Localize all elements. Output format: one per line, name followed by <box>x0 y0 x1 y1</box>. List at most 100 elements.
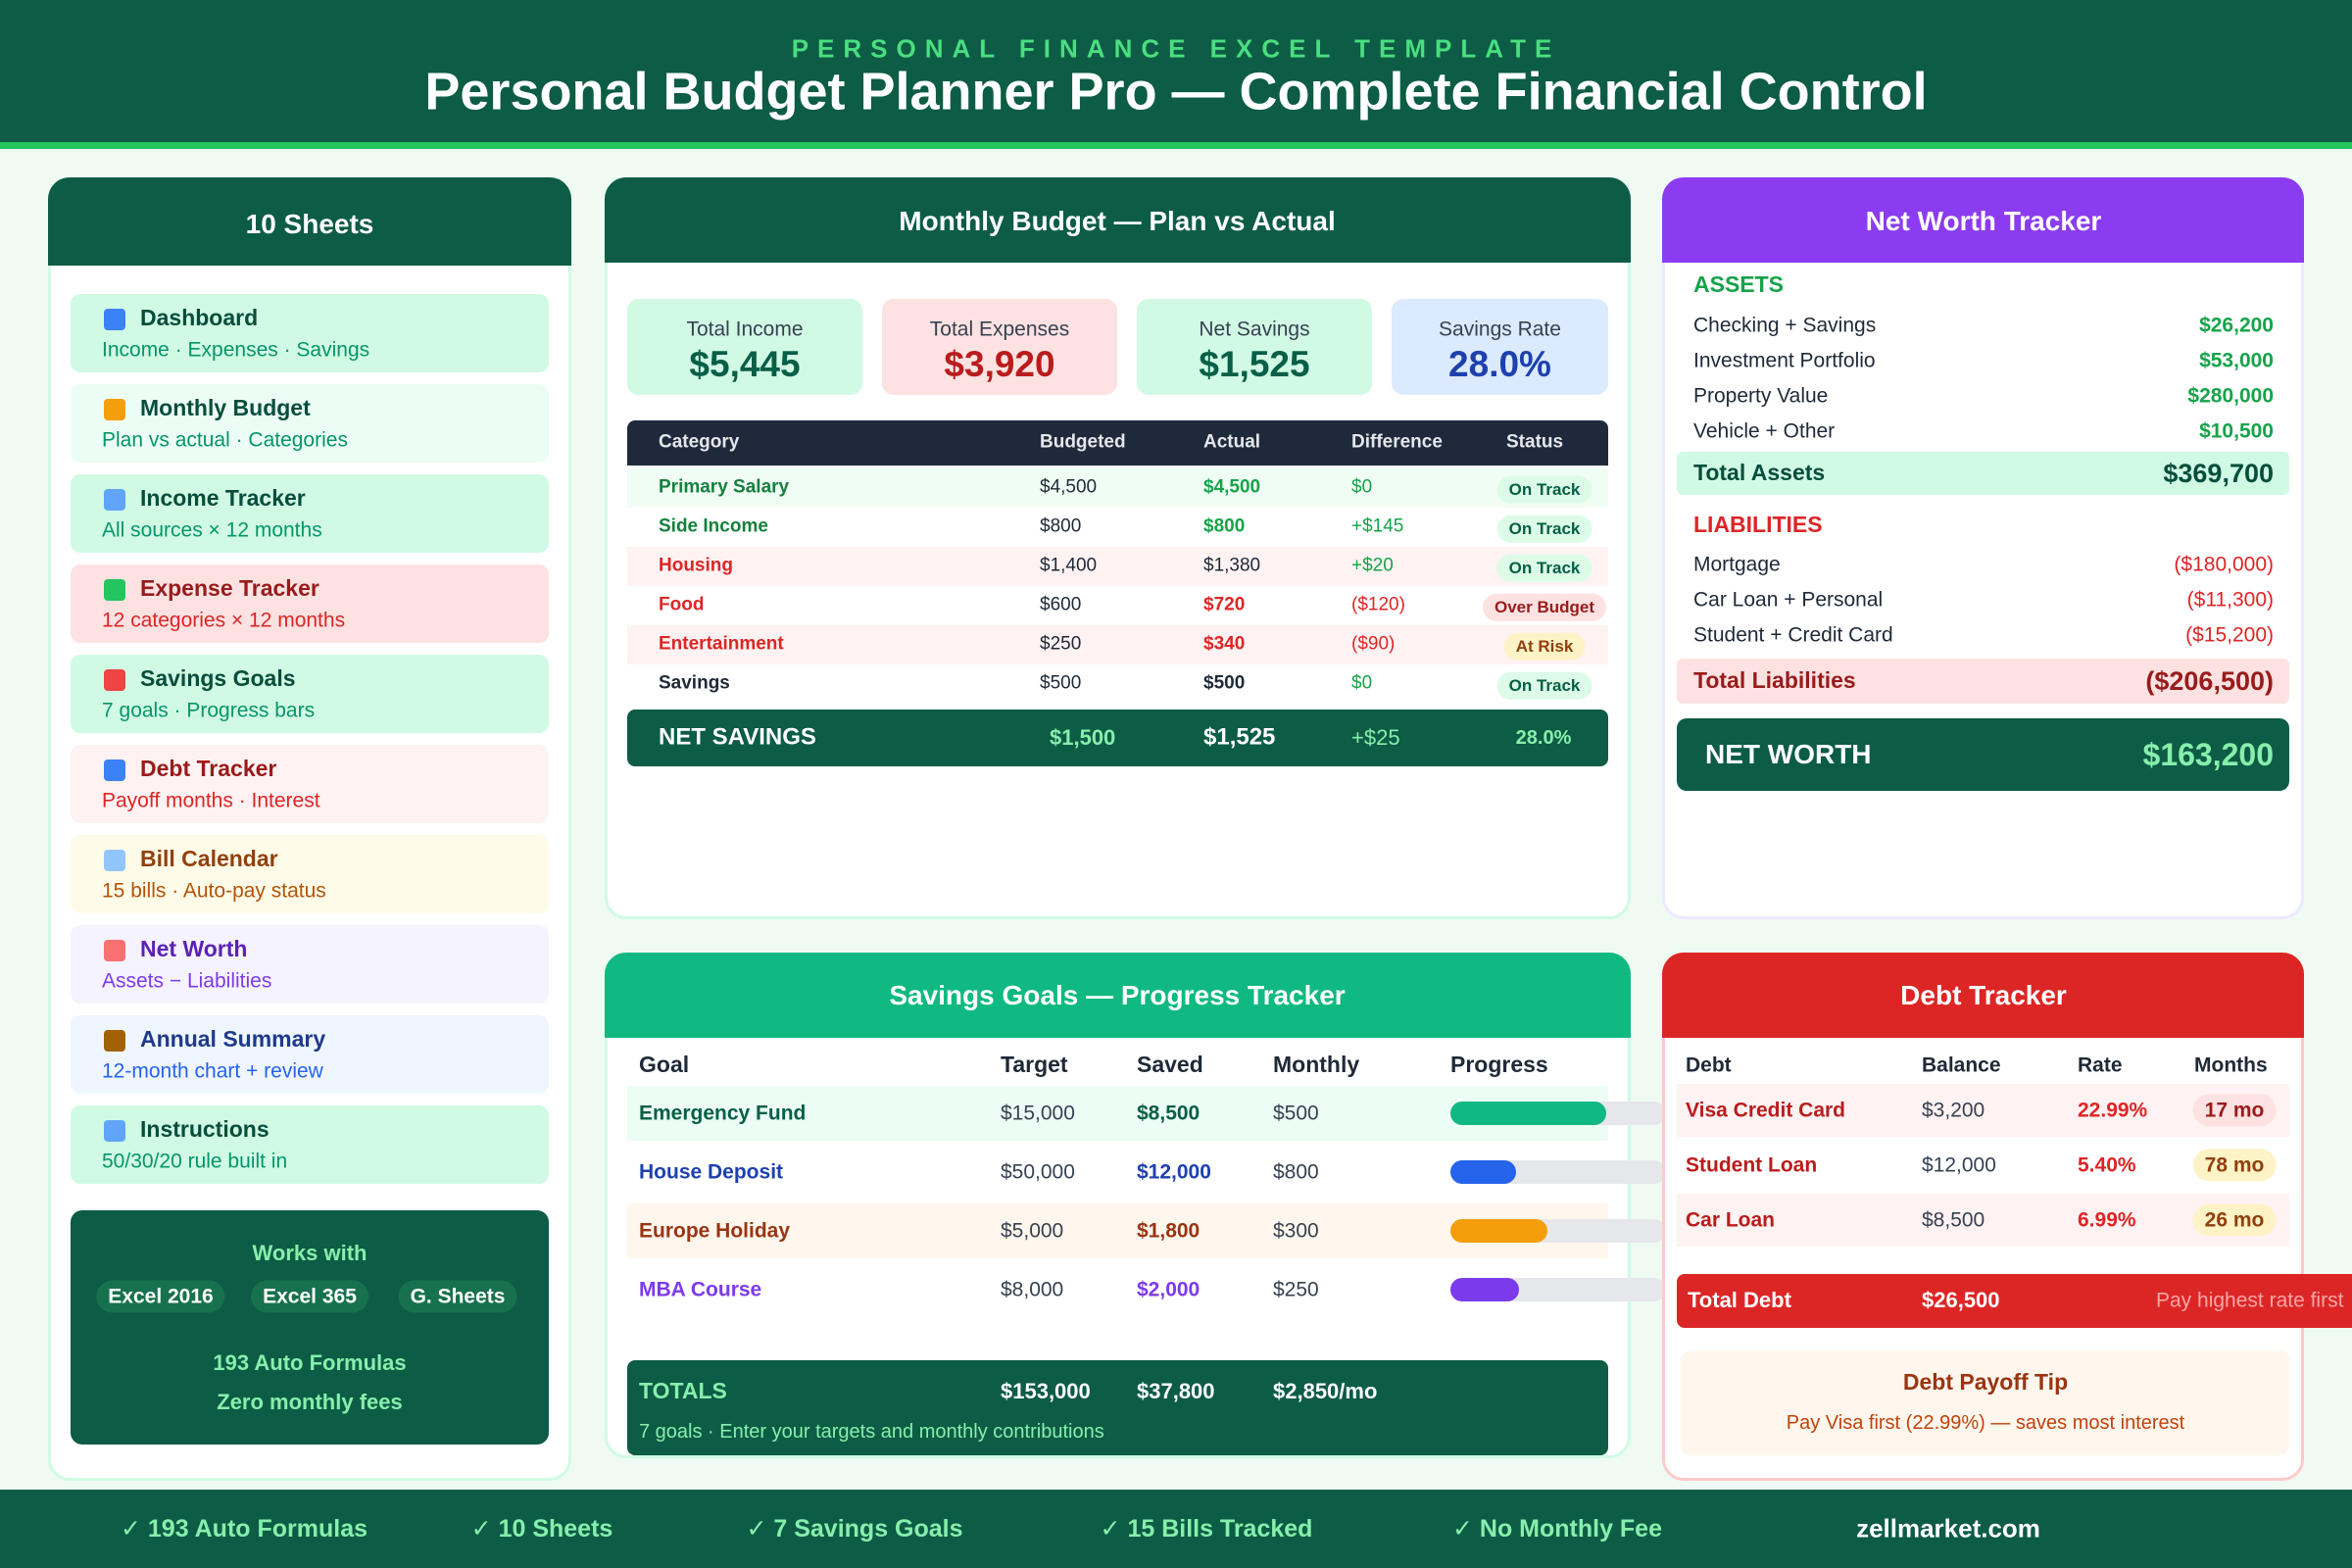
column-header: Rate <box>2078 1054 2123 1077</box>
goal-monthly: $800 <box>1273 1160 1319 1184</box>
budgeted: $4,500 <box>1040 476 1098 498</box>
sheet-item <box>71 564 549 643</box>
goal-row <box>627 1086 1608 1141</box>
kpi-label: Total Expenses <box>929 318 1070 341</box>
goal-name: MBA Course <box>639 1278 762 1301</box>
sheet-item <box>71 1105 549 1184</box>
savings-header <box>605 953 1631 1038</box>
panel-title: Net Worth Tracker <box>1865 206 2102 237</box>
goal-saved: $8,500 <box>1137 1102 1200 1125</box>
sheet-desc: Assets − Liabilities <box>102 969 272 993</box>
tip-box <box>1681 1350 2289 1455</box>
budget-row <box>627 468 1608 508</box>
actual: $340 <box>1203 633 1246 655</box>
sheet-name: Instructions <box>140 1116 270 1143</box>
sheet-desc: 50/30/20 rule built in <box>102 1150 288 1173</box>
budgeted: $500 <box>1040 672 1082 694</box>
debt-row <box>1677 1084 2289 1137</box>
sheet-icon <box>104 1120 125 1142</box>
sheet-icon <box>104 669 125 691</box>
liability-name: Mortgage <box>1693 553 1781 576</box>
kpi-card <box>1392 299 1608 395</box>
actual: $4,500 <box>1203 476 1261 498</box>
savings-totals-box <box>627 1360 1608 1455</box>
sheet-name: Income Tracker <box>140 485 306 512</box>
liability-name: Car Loan + Personal <box>1693 588 1884 612</box>
goal-target: $8,000 <box>1001 1278 1064 1301</box>
asset-name: Property Value <box>1693 384 1829 408</box>
column-header: Monthly <box>1273 1052 1360 1078</box>
budget-header <box>605 177 1631 263</box>
kpi-label: Total Income <box>686 318 804 341</box>
budgeted: $1,400 <box>1040 555 1098 576</box>
debt-balance: $8,500 <box>1922 1208 1985 1232</box>
category: Food <box>659 594 705 615</box>
goal-saved: $1,800 <box>1137 1219 1200 1243</box>
progress-fill <box>1450 1160 1516 1184</box>
actual: $500 <box>1203 672 1246 694</box>
sheet-icon <box>104 760 125 781</box>
sheet-desc: 12 categories × 12 months <box>102 609 346 632</box>
budgeted: $600 <box>1040 594 1082 615</box>
asset-value: $53,000 <box>2199 349 2274 372</box>
sheet-icon <box>104 489 125 511</box>
total-assets-label: Total Assets <box>1693 460 1826 486</box>
column-header: Debt <box>1686 1054 1732 1077</box>
panel-title: Debt Tracker <box>1900 980 2067 1011</box>
status-pill: On Track <box>1496 475 1592 505</box>
panel-title: 10 Sheets <box>245 209 374 240</box>
sheet-name: Savings Goals <box>140 665 296 692</box>
header-strip <box>0 142 2352 149</box>
debt-rate: 5.40% <box>2078 1153 2136 1177</box>
debt-rate: 22.99% <box>2078 1099 2148 1122</box>
app-pill: Excel 365 <box>251 1280 368 1313</box>
sheet-icon <box>104 1030 125 1052</box>
column-header: Balance <box>1922 1054 2001 1077</box>
column-header: Progress <box>1450 1052 1548 1078</box>
debt-name: Visa Credit Card <box>1686 1099 1846 1122</box>
goal-name: Emergency Fund <box>639 1102 807 1125</box>
progress-fill <box>1450 1278 1519 1301</box>
sheet-icon <box>104 399 125 420</box>
net-worth-value: $163,200 <box>2142 736 2274 772</box>
sheet-desc: Plan vs actual · Categories <box>102 428 348 452</box>
sheet-name: Monthly Budget <box>140 395 311 421</box>
progress-fill <box>1450 1219 1547 1243</box>
goal-row <box>627 1203 1608 1258</box>
sheet-name: Dashboard <box>140 305 259 331</box>
actual: $1,380 <box>1203 555 1261 576</box>
difference: ($90) <box>1351 633 1396 655</box>
budget-total-row <box>627 710 1608 766</box>
debt-balance: $3,200 <box>1922 1099 1985 1122</box>
budget-row <box>627 625 1608 664</box>
footer-item: ✓ 10 Sheets <box>470 1515 613 1543</box>
budget-row <box>627 547 1608 586</box>
works-note: Zero monthly fees <box>217 1389 403 1414</box>
sheet-desc: 15 bills · Auto-pay status <box>102 879 326 903</box>
column-header: Status <box>1506 431 1564 453</box>
status-pill: On Track <box>1496 671 1592 701</box>
goal-saved: $2,000 <box>1137 1278 1200 1301</box>
sheet-desc: Payoff months · Interest <box>102 789 320 812</box>
totals-label: TOTALS <box>639 1378 727 1404</box>
asset-value: $280,000 <box>2187 384 2274 408</box>
total-label: NET SAVINGS <box>659 723 816 751</box>
status-pill: At Risk <box>1503 632 1586 662</box>
sheet-name: Debt Tracker <box>140 756 277 782</box>
column-header: Saved <box>1137 1052 1203 1078</box>
sheet-icon <box>104 850 125 871</box>
asset-name: Checking + Savings <box>1693 314 1877 337</box>
kpi-value: $1,525 <box>1199 343 1310 384</box>
status-pill: On Track <box>1496 554 1592 583</box>
kpi-card <box>627 299 862 395</box>
totals-target: $153,000 <box>1001 1378 1091 1403</box>
works-note: 193 Auto Formulas <box>213 1349 407 1375</box>
total-rate: 28.0% <box>1515 727 1572 749</box>
sheet-desc: 12-month chart + review <box>102 1059 323 1083</box>
totals-saved: $37,800 <box>1137 1378 1215 1403</box>
tip-text: Pay Visa first (22.99%) — saves most int… <box>1786 1412 2185 1434</box>
difference: ($120) <box>1351 594 1405 615</box>
status-pill: Over Budget <box>1482 593 1607 622</box>
months-pill: 78 mo <box>2192 1149 2277 1182</box>
total-debt-label: Total Debt <box>1688 1287 1791 1312</box>
